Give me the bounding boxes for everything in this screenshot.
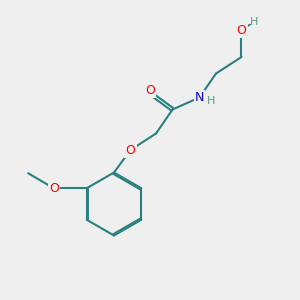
Text: H: H xyxy=(250,16,258,27)
Text: O: O xyxy=(237,23,246,37)
Text: N: N xyxy=(195,91,204,104)
Text: O: O xyxy=(49,182,59,195)
Text: H: H xyxy=(207,96,215,106)
Text: O: O xyxy=(145,83,155,97)
Text: O: O xyxy=(126,143,135,157)
